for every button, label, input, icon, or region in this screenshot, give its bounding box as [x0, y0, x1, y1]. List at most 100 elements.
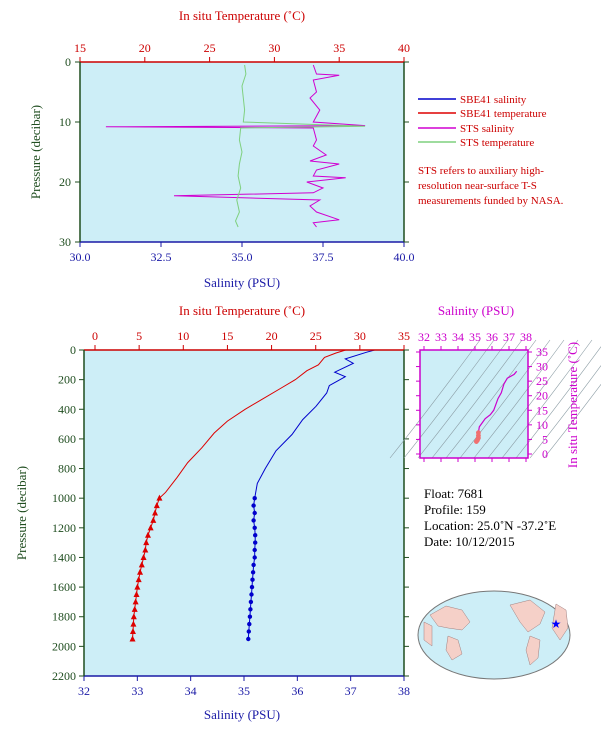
map-continent-africa-east [423, 621, 433, 647]
sbe41-temperature-point [153, 502, 160, 509]
bottom-sal-axis-title: Salinity (PSU) [204, 707, 280, 722]
sbe41-temperature-point [129, 635, 136, 642]
sbe41-temperature-point [156, 494, 163, 501]
sbe41-salinity-point [251, 503, 256, 508]
bottom-temp-tick-label: 30 [354, 329, 366, 343]
top-temp-tick-labels: 15 20 25 30 35 40 [74, 41, 410, 62]
ts-series [474, 370, 518, 444]
legend: SBE41 salinity SBE41 temperature STS sal… [418, 94, 547, 149]
top-pressure-tick-label: 30 [59, 235, 71, 249]
legend-label-sbe41-temperature: SBE41 temperature [460, 108, 547, 120]
sbe41-salinity-point [247, 614, 253, 619]
sbe41-temperature-point [150, 516, 157, 523]
top-pressure-tick-label: 20 [59, 175, 71, 189]
top-sal-tick-label: 32.5 [151, 250, 172, 264]
bottom-series [129, 349, 375, 642]
ts-sal-axis-title: Salinity (PSU) [438, 303, 514, 318]
ts-temp-tick-label: 25 [536, 374, 548, 388]
sbe41-temperature-point [134, 583, 141, 590]
ts-sal-tick-label: 32 [418, 330, 430, 344]
top-pressure-axis-title: Pressure (decibar) [28, 105, 43, 199]
sbe41-temperature-point [152, 509, 159, 516]
float-location-star-icon: ★ [551, 617, 562, 631]
ts-sal-tick-label: 37 [503, 330, 515, 344]
ts-density-contour [417, 339, 509, 459]
ts-temp-tick-label: 30 [536, 360, 548, 374]
top-temp-tick-label: 15 [74, 41, 86, 55]
ts-density-contour [515, 346, 601, 459]
info-profile: Profile: 159 [424, 502, 486, 517]
top-sal-tick-label: 40.0 [394, 250, 415, 264]
top-temp-tick-label: 20 [139, 41, 151, 55]
series-sts-temperature [234, 64, 366, 228]
ts-panel: Salinity (PSU) In situ Temperature (˚C) … [389, 303, 601, 468]
sbe41-salinity-point [247, 621, 252, 627]
ts-frame [419, 349, 529, 459]
bottom-pressure-tick-label: 1200 [52, 521, 76, 535]
series-sbe41-salinity [247, 349, 375, 640]
ts-temp-tick-label: 35 [536, 345, 548, 359]
sbe41-salinity-point [253, 533, 258, 538]
ts-density-contour [445, 339, 537, 459]
sbe41-salinity-point [252, 496, 257, 501]
sbe41-temperature-point [133, 591, 140, 597]
top-pressure-tick-labels: 0 10 20 30 [59, 55, 409, 249]
ts-density-contour [403, 339, 495, 459]
ts-sal-tick-label: 36 [486, 330, 498, 344]
sbe41-salinity-point [250, 570, 256, 575]
sbe41-temperature-point [140, 553, 147, 560]
sts-note: STS refers to auxiliary high-resolution … [418, 165, 564, 207]
sbe41-salinity-point [252, 547, 257, 553]
ts-density-contour [487, 339, 579, 459]
bottom-temp-tick-labels: 0 5 10 15 20 25 30 35 [92, 329, 410, 350]
top-temp-tick-label: 35 [333, 41, 345, 55]
top-temp-axis-title: In situ Temperature (˚C) [179, 8, 305, 23]
sbe41-temperature-point [131, 605, 138, 612]
bottom-temp-tick-label: 20 [266, 329, 278, 343]
ts-density-contour [473, 339, 565, 459]
sbe41-salinity-point [249, 592, 254, 597]
ts-density-contour [389, 339, 481, 459]
sbe41-temperature-point [130, 613, 137, 620]
bottom-sal-tick-label: 35 [238, 684, 250, 698]
sbe41-salinity-point [252, 555, 257, 560]
bottom-temp-tick-label: 25 [310, 329, 322, 343]
bottom-sal-tick-label: 32 [78, 684, 90, 698]
sbe41-salinity-point [253, 540, 258, 545]
ts-temp-tick-label: 5 [542, 432, 548, 446]
map-ocean [417, 590, 571, 680]
ts-density-contours [389, 339, 601, 459]
sbe41-temperature-point [142, 546, 149, 553]
ts-sal-tick-label: 33 [435, 330, 447, 344]
top-sal-tick-labels: 30.0 32.5 35.0 37.5 40.0 [70, 242, 415, 264]
sbe41-salinity-point [251, 518, 256, 523]
sbe41-salinity-point [250, 577, 255, 582]
map-continent-europe-africa [551, 603, 569, 641]
bottom-pressure-tick-label: 1600 [52, 580, 76, 594]
ts-sal-tick-label: 35 [469, 330, 481, 344]
legend-label-sts-salinity: STS salinity [460, 123, 515, 135]
bottom-pressure-tick-label: 800 [58, 462, 76, 476]
bottom-pressure-tick-label: 0 [70, 343, 76, 357]
info-float: Float: 7681 [424, 486, 484, 501]
legend-label-sbe41-salinity: SBE41 salinity [460, 94, 527, 106]
ts-temp-tick-label: 15 [536, 403, 548, 417]
sbe41-temperature-point [135, 576, 142, 583]
bottom-pressure-tick-label: 1400 [52, 550, 76, 564]
sbe41-salinity-point [252, 510, 257, 516]
top-sal-axis-title: Salinity (PSU) [204, 275, 280, 290]
bottom-temp-tick-label: 15 [221, 329, 233, 343]
top-temp-tick-label: 25 [204, 41, 216, 55]
sbe41-temperature-point [144, 531, 151, 538]
ts-temp-tick-label: 0 [542, 447, 548, 461]
sbe41-salinity-point [248, 599, 254, 605]
map-continent-south-america [525, 635, 541, 666]
top-pressure-tick-label: 10 [59, 115, 71, 129]
bottom-sal-tick-label: 37 [345, 684, 357, 698]
ts-temp-tick-label: 10 [536, 418, 548, 432]
bottom-panel: In situ Temperature (˚C) Salinity (PSU) … [14, 303, 410, 722]
sbe41-salinity-point [249, 584, 255, 590]
bottom-pressure-tick-label: 1800 [52, 610, 76, 624]
